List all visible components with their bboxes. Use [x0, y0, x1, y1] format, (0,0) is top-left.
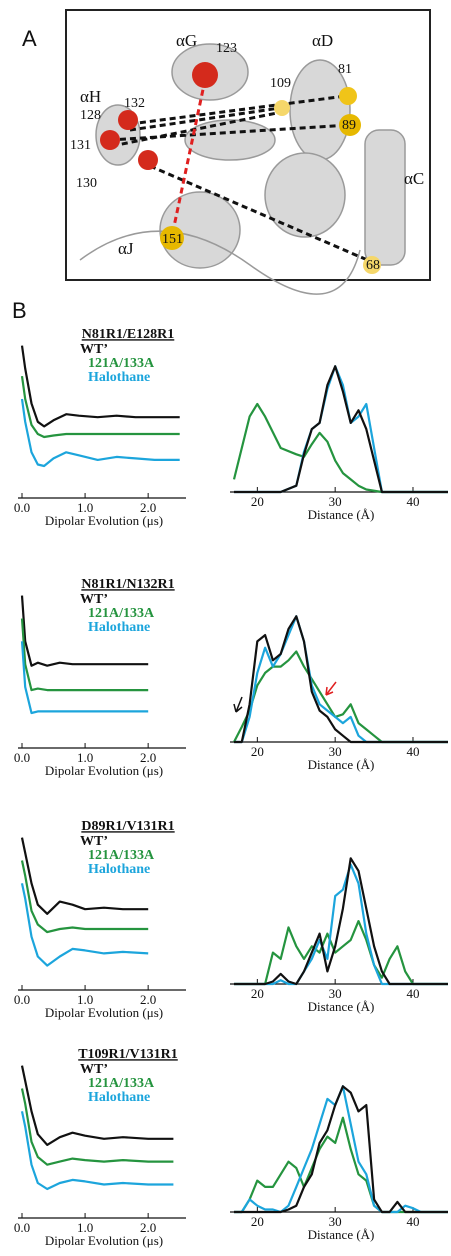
x-axis-label: Dipolar Evolution (μs)	[45, 513, 163, 528]
chart-title: N81R1/E128R1	[82, 327, 175, 342]
line-series	[22, 641, 148, 713]
legend-entry: WT’	[80, 592, 108, 607]
helix-label: αJ	[118, 239, 134, 258]
x-axis-label: Dipolar Evolution (μs)	[45, 1233, 163, 1248]
legend-entry: 121A/133A	[88, 356, 155, 371]
helix-label: αD	[312, 31, 333, 50]
panel-label: A	[22, 26, 37, 51]
x-tick-label: 0.0	[14, 500, 30, 515]
figure: A B	[0, 0, 451, 1256]
x-axis-label: Dipolar Evolution (μs)	[45, 763, 163, 778]
x-tick-label: 20	[251, 1214, 264, 1229]
line-series	[234, 366, 448, 492]
x-axis-label: Distance (Å)	[308, 999, 375, 1014]
line-series	[234, 1086, 448, 1212]
x-tick-label: 0.0	[14, 750, 30, 765]
legend-entry: Halothane	[88, 620, 150, 635]
x-tick-label: 40	[406, 986, 419, 1001]
legend-entry: 121A/133A	[88, 606, 155, 621]
legend-entry: Halothane	[88, 862, 150, 877]
x-tick-label: 20	[251, 744, 264, 759]
line-series	[22, 883, 148, 965]
line-series	[234, 652, 448, 743]
legend-entry: 121A/133A	[88, 848, 155, 863]
helix-label: αC	[404, 169, 424, 188]
x-tick-label: 40	[406, 744, 419, 759]
residue-label: 89	[342, 118, 356, 133]
residue-label: 81	[338, 62, 352, 77]
x-axis-label: Distance (Å)	[308, 757, 375, 772]
x-tick-label: 40	[406, 494, 419, 509]
x-axis-label: Distance (Å)	[308, 507, 375, 522]
chart-title: D89R1/V131R1	[81, 819, 174, 834]
x-axis-label: Dipolar Evolution (μs)	[45, 1005, 163, 1020]
line-series	[22, 376, 180, 437]
x-tick-label: 0.0	[14, 1220, 30, 1235]
x-tick-label: 40	[406, 1214, 419, 1229]
x-tick-label: 0.0	[14, 992, 30, 1007]
residue-label: 132	[124, 96, 145, 111]
helix-label: αH	[80, 87, 101, 106]
x-tick-label: 20	[251, 986, 264, 1001]
helix-label: αG	[176, 31, 197, 50]
panel-label: B	[12, 298, 27, 323]
legend-entry: WT’	[80, 342, 108, 357]
line-series	[234, 1118, 448, 1212]
line-series	[22, 1111, 173, 1189]
line-series	[234, 1086, 448, 1212]
residue-label: 130	[76, 176, 97, 191]
chart-title: N81R1/N132R1	[81, 577, 174, 592]
legend-entry: Halothane	[88, 370, 150, 385]
line-series	[234, 858, 448, 984]
legend-entry: Halothane	[88, 1090, 150, 1105]
chart-title: T109R1/V131R1	[78, 1047, 178, 1062]
legend-entry: WT’	[80, 834, 108, 849]
residue-label: 131	[70, 138, 91, 153]
residue-label: 123	[216, 41, 237, 56]
line-series	[234, 921, 448, 984]
line-series	[234, 865, 448, 984]
x-axis-label: Distance (Å)	[308, 1227, 375, 1242]
line-series	[22, 399, 180, 466]
residue-label: 128	[80, 108, 101, 123]
x-tick-label: 20	[251, 494, 264, 509]
residue-label: 151	[162, 232, 183, 247]
legend-entry: 121A/133A	[88, 1076, 155, 1091]
legend-entry: WT’	[80, 1062, 108, 1077]
residue-label: 68	[366, 258, 380, 273]
line-series	[234, 404, 448, 492]
line-series	[234, 616, 448, 742]
residue-label: 109	[270, 76, 291, 91]
structure: αH αG αD αC αJ 123 128 132 109 81 131 89…	[66, 10, 430, 294]
